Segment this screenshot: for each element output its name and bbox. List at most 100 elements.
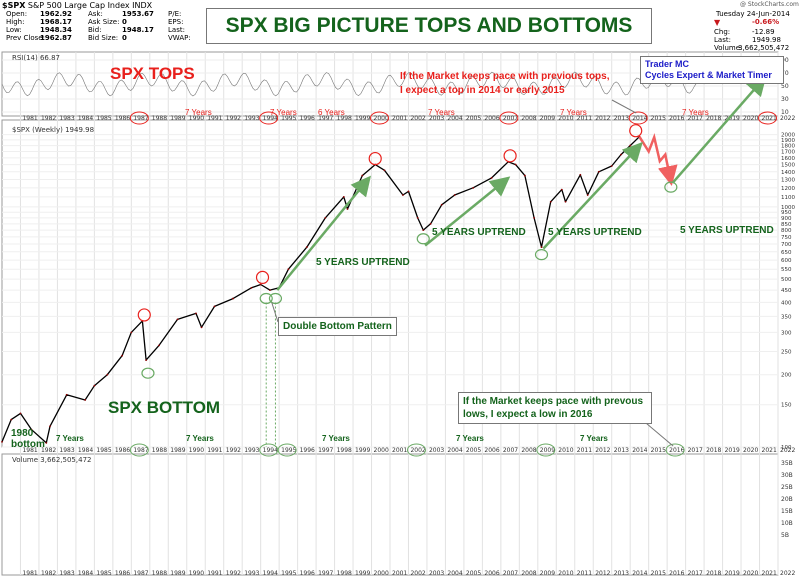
quote3-2-label: Last: [168,26,185,34]
bottom-cycle-label: 7 Years [580,434,608,443]
price-tick-label: 400 [781,300,792,306]
year-tick-label: 2017 [688,570,703,577]
year-tick-label: 2007 [503,115,518,122]
price-tick-label: 100 [781,445,792,451]
price-tick-label: 1400 [781,170,795,176]
price-tick-label: 1200 [781,186,795,192]
year-tick-label: 1984 [78,115,93,122]
year-tick-label: 1982 [41,570,56,577]
year-tick-label: 2001 [392,570,407,577]
year-tick-label: 2006 [484,115,499,122]
quote3-0-label: P/E: [168,10,182,18]
year-tick-label: 2020 [743,570,758,577]
year-tick-label: 2022 [780,570,795,577]
price-point [402,194,404,196]
price-tick-label: 500 [781,277,792,283]
quote-3-value: 1962.87 [40,34,72,42]
price-series-line [1,136,640,444]
quote2-1-label: Ask Size: [88,18,120,26]
top-marker [503,149,517,163]
brand-mark: @ StockCharts.com [740,1,799,8]
year-tick-label: 1995 [281,447,296,454]
year-tick-label: 1993 [244,115,259,122]
year-tick-label: 2010 [558,447,573,454]
price-point [429,222,432,225]
year-tick-label: 1987 [133,570,148,577]
top-marker [368,151,382,166]
year-tick-label: 2009 [540,447,555,454]
trend-arrow [276,175,371,291]
year-tick-label: 1990 [189,570,204,577]
year-tick-label: 2015 [651,570,666,577]
year-tick-label: 1990 [189,115,204,122]
rsi-tick-label: 10 [781,109,789,116]
year-tick-label: 1997 [318,570,333,577]
price-tick-label: 1500 [781,163,795,169]
bottom-cycle-label: 7 Years [56,434,84,443]
price-point [490,177,493,179]
year-tick-label: 1999 [355,570,370,577]
volume-tick-label: 20B [781,496,793,503]
price-point [121,354,123,357]
price-point [10,418,13,421]
trader-box: Trader MC Cycles Expert & Market Timer [640,56,784,84]
price-point [472,186,475,189]
year-tick-label: 2000 [374,570,389,577]
bottom-marker [416,233,430,245]
top-year-circle [370,111,390,125]
year-tick-label: 1981 [22,447,37,454]
bottom-marker [141,367,155,379]
volume-label: Volume: [714,44,743,52]
price-point [342,196,345,198]
price-point [416,216,419,219]
year-tick-label: 1983 [59,115,74,122]
year-tick-label: 2008 [521,570,536,577]
year-tick-label: 2014 [632,447,647,454]
quote-date: Tuesday 24-Jun-2014 [716,10,790,18]
year-tick-label: 2000 [374,447,389,454]
year-tick-label: 1994 [263,115,278,122]
trader-name: Trader MC [645,59,690,69]
change-down-icon: ▼ [714,18,721,27]
bottom-cycle-label: 7 Years [456,434,484,443]
price-point [629,144,632,147]
volume-tick-label: 30B [781,472,793,479]
price-point [176,318,179,321]
price-point [597,170,600,173]
quote-1-label: High: [6,18,25,26]
price-point [324,216,327,219]
price-point [195,312,197,315]
year-tick-label: 2006 [484,447,499,454]
year-tick-label: 1991 [207,570,222,577]
year-tick-label: 2021 [762,447,777,454]
price-point [106,373,109,376]
year-tick-label: 1986 [115,447,130,454]
year-tick-label: 1981 [22,115,37,122]
price-tick-label: 300 [781,330,792,336]
quote2-2-value: 1948.17 [122,26,154,34]
year-tick-label: 2013 [614,115,629,122]
price-point [453,194,456,196]
price-point [259,283,262,286]
price-point [610,165,613,167]
price-tick-label: 1100 [781,195,795,201]
year-tick-label: 2007 [503,447,518,454]
year-tick-label: 2018 [706,570,721,577]
price-point [130,331,133,334]
top-year-circle [499,111,519,125]
year-tick-label: 2018 [706,115,721,122]
year-tick-label: 1987 [133,115,148,122]
top-cycle-label: 6 Years [318,108,345,117]
price-tick-label: 650 [781,250,792,256]
quote3-3-label: VWAP: [168,34,191,42]
top-cycle-label: 7 Years [270,108,297,117]
price-tick-label: 1900 [781,138,795,144]
year-tick-label: 2004 [447,115,462,122]
price-tick-label: 700 [781,242,792,248]
uptrend-label: 5 YEARS UPTREND [432,227,526,238]
uptrend-label: 5 YEARS UPTREND [316,257,410,268]
top-cycle-label: 7 Years [428,108,455,117]
price-point [84,399,87,401]
year-tick-label: 1995 [281,570,296,577]
price-point [1,441,3,443]
